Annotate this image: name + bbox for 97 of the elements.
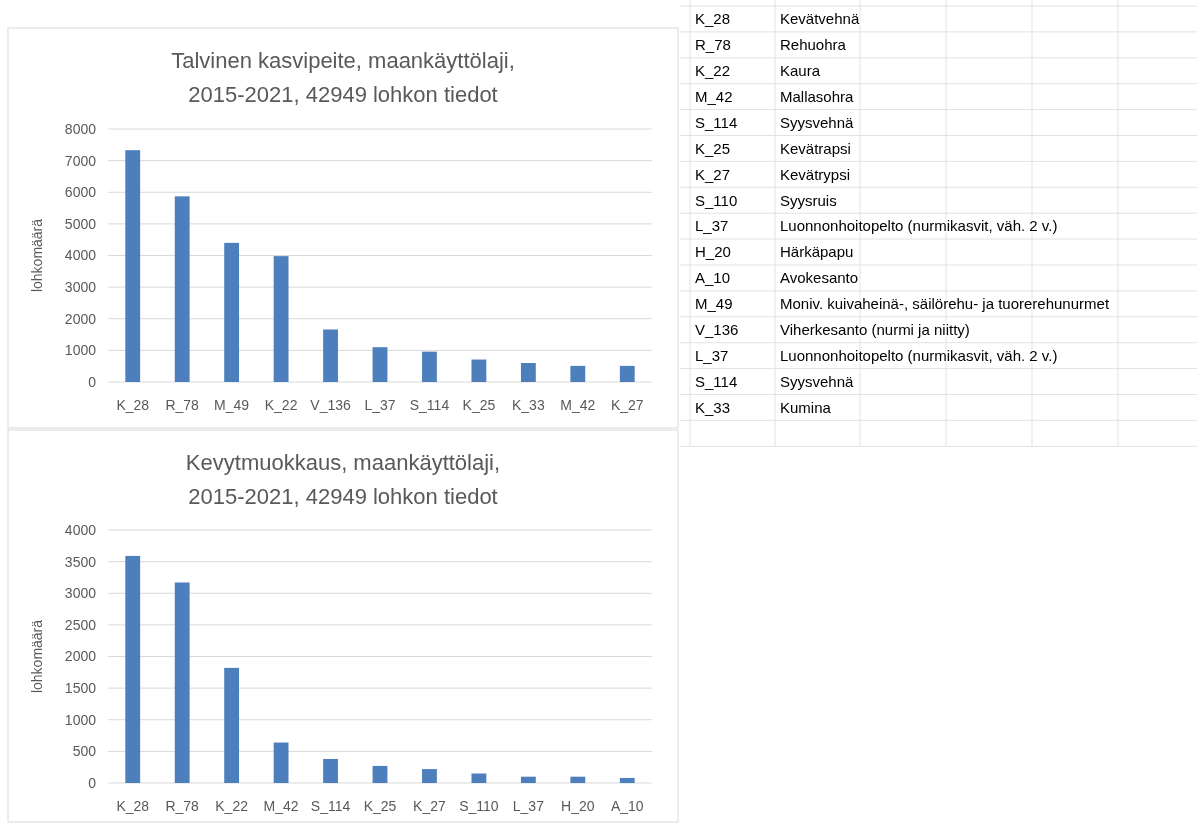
x-tick-label: K_28 [116,798,150,814]
text: L_37 [695,217,729,235]
y-tick-label: 3000 [64,585,97,602]
text: Kevätrapsi [780,139,851,157]
text: L_37 [695,346,729,364]
bar [323,758,338,783]
text: S_110 [695,191,738,209]
y-tick-label: 1000 [64,342,97,359]
x-tick-label: R_78 [165,397,200,413]
text: H_20 [695,243,731,261]
text: A_10 [695,269,731,287]
bar [520,776,536,783]
y-tick-label: 0 [88,373,97,390]
x-tick-label: L_37 [364,397,396,413]
x-tick-label: K_25 [363,798,397,814]
text: S_114 [695,113,738,131]
text: K_25 [695,139,731,157]
text: Avokesanto [780,269,859,287]
x-tick-label: K_27 [413,798,447,814]
bar [520,363,536,382]
bar [422,351,437,382]
x-tick-label: V_136 [310,397,351,413]
x-tick-label: M_42 [263,798,299,814]
text: Kaura [780,62,821,79]
bar [372,765,388,783]
bar [619,777,635,783]
text: Moniv. kuivaheinä-, säilörehu- ja tuorerehunurmet [780,295,1110,313]
text: Luonnonhoitopelto (nurmikasvit, väh. 2 v.) [780,346,1058,364]
y-tick-label: 6000 [64,184,97,201]
text: S_114 [695,372,738,390]
text: Syysvehnä [780,113,855,131]
bar [125,555,141,783]
x-tick-label: K_22 [264,397,298,413]
text: Syysvehnä [780,372,855,390]
x-tick-label: K_28 [116,397,150,413]
text: R_78 [695,36,731,54]
y-tick-label: 3000 [64,279,97,296]
bar [570,776,586,783]
y-tick-label: 4000 [64,247,97,264]
text: K_27 [695,165,731,183]
y-axis-title: lohkomäärä [29,218,45,293]
bar [372,347,388,382]
x-tick-label: L_37 [512,798,545,814]
text: K_22 [695,62,731,79]
y-tick-label: 1500 [64,680,97,697]
y-tick-label: 500 [72,743,97,760]
bar [619,365,635,382]
chart-title: Talvinen kasvipeite, maankäyttölaji, 2015-2021, 42949 lohkon tiedot [171,48,515,107]
chart-title: Kevytmuokkaus, maankäyttölaji, 2015-2021, 42949 lohkon tiedot [185,450,501,509]
y-tick-label: 2000 [64,310,97,327]
text: Syysruis [780,191,837,209]
y-tick-label: 2000 [64,648,97,665]
text: Kumina [780,398,832,416]
text: M_42 [695,87,733,105]
bar [471,359,487,382]
y-tick-label: 8000 [64,120,97,137]
y-tick-label: 3500 [64,553,97,570]
bar [224,242,240,382]
y-axis-title: lohkomäärä [29,619,45,694]
text: Luonnonhoitopelto (nurmikasvit, väh. 2 v.) [780,217,1058,235]
x-tick-label: S_114 [409,397,450,413]
text: Härkäpapu [780,243,854,261]
text: V_136 [695,321,739,338]
x-tick-label: K_22 [215,798,249,814]
x-tick-label: M_49 [214,397,250,413]
bar [323,329,338,382]
y-tick-label: 7000 [64,152,97,169]
bar [273,742,289,783]
x-tick-label: K_33 [512,397,545,413]
x-tick-label: M_42 [560,397,596,413]
y-tick-label: 1000 [64,711,97,728]
text: Kevätrypsi [780,165,851,183]
text: Rehuohra [780,36,847,54]
x-tick-label: K_25 [462,397,496,413]
text: Mallasohra [780,87,855,105]
y-tick-label: 5000 [64,215,97,232]
bar [224,667,240,783]
bar [174,196,190,382]
text: Kevätvehnä [780,10,860,28]
bar [273,256,289,382]
x-tick-label: H_20 [561,798,595,814]
x-tick-label: S_110 [459,798,499,814]
bar [125,150,141,382]
bar [174,582,190,783]
y-tick-label: 2500 [64,616,97,633]
y-tick-label: 4000 [64,521,97,538]
x-tick-label: K_27 [610,397,644,413]
bar [422,769,437,783]
x-tick-label: A_10 [610,798,644,814]
bar [570,365,586,382]
bar [471,773,487,783]
y-tick-label: 0 [88,774,97,791]
text: K_28 [695,10,731,28]
x-tick-label: R_78 [165,798,200,814]
x-tick-label: S_114 [310,798,351,814]
text: M_49 [695,295,733,313]
text: Viherkesanto (nurmi ja niitty) [780,321,970,338]
